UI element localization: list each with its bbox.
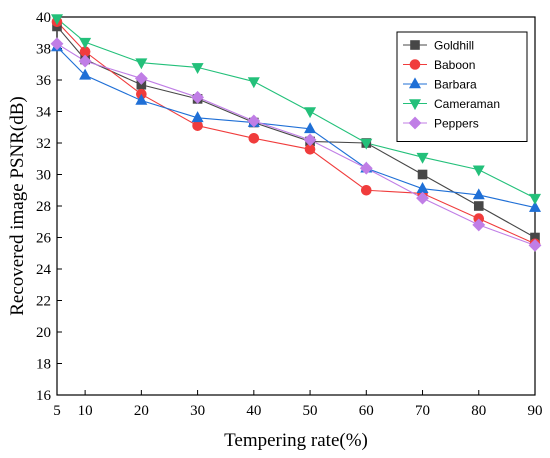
y-tick-label: 22 xyxy=(36,294,51,310)
data-point-peppers xyxy=(472,218,486,232)
legend-label: Peppers xyxy=(434,117,479,131)
legend-swatch-marker xyxy=(410,40,420,50)
x-tick-label: 30 xyxy=(190,403,205,419)
series-line-goldhill xyxy=(56,26,536,238)
y-tick-label: 28 xyxy=(36,199,51,215)
legend-label: Baboon xyxy=(434,58,475,72)
legend-swatch-marker xyxy=(408,77,422,89)
series-line-barbara xyxy=(56,46,536,209)
data-point-barbara xyxy=(191,111,204,123)
data-point-cameraman xyxy=(304,107,317,119)
y-tick-label: 30 xyxy=(36,168,51,184)
data-point-peppers xyxy=(78,54,92,68)
data-point-peppers xyxy=(50,37,64,51)
x-tick-label: 20 xyxy=(134,403,149,419)
data-point-barbara xyxy=(472,188,485,200)
legend-item-barbara: Barbara xyxy=(403,77,477,92)
series-markers xyxy=(50,14,542,252)
data-point-barbara xyxy=(304,122,317,134)
x-axis-label: Tempering rate(%) xyxy=(224,430,368,451)
data-point-baboon xyxy=(192,120,203,131)
x-tick-label: 50 xyxy=(303,403,318,419)
data-point-peppers xyxy=(134,72,148,85)
legend-label: Barbara xyxy=(434,78,477,92)
legend-label: Goldhill xyxy=(434,39,474,53)
data-point-cameraman xyxy=(360,138,373,150)
data-point-cameraman xyxy=(135,58,148,70)
legend-item-cameraman: Cameraman xyxy=(403,97,500,111)
data-point-cameraman xyxy=(191,63,204,75)
x-tick-label: 70 xyxy=(415,403,430,419)
data-point-goldhill xyxy=(473,201,484,211)
legend-item-baboon: Baboon xyxy=(403,58,475,72)
data-point-cameraman xyxy=(79,37,92,49)
legend-item-goldhill: Goldhill xyxy=(403,39,474,53)
y-tick-label: 32 xyxy=(36,136,51,152)
series-line-peppers xyxy=(56,43,536,246)
y-tick-label: 26 xyxy=(36,231,52,247)
legend: Goldhill Baboon Barbara Cameraman Peppers xyxy=(396,31,528,142)
legend-swatch-marker xyxy=(408,99,422,111)
legend-item-peppers: Peppers xyxy=(403,117,479,131)
data-point-barbara xyxy=(528,200,542,212)
x-tick-label: 60 xyxy=(359,403,374,419)
data-point-baboon xyxy=(360,184,372,196)
data-point-goldhill xyxy=(417,169,428,180)
data-point-cameraman xyxy=(247,77,260,89)
data-point-barbara xyxy=(135,93,148,105)
series-lines xyxy=(56,18,536,246)
x-tick-label: 40 xyxy=(246,403,261,419)
x-tick-label: 90 xyxy=(528,403,543,419)
data-point-peppers xyxy=(303,133,317,147)
y-tick-label: 18 xyxy=(36,357,51,373)
data-point-cameraman xyxy=(472,165,485,177)
data-point-peppers xyxy=(247,114,261,128)
y-tick-label: 24 xyxy=(36,262,52,278)
data-point-peppers xyxy=(528,238,542,252)
x-tick-label: 5 xyxy=(53,403,61,419)
data-point-peppers xyxy=(191,90,205,104)
y-tick-label: 38 xyxy=(36,42,51,58)
y-tick-label: 36 xyxy=(36,73,52,89)
data-point-peppers xyxy=(359,161,373,175)
y-axis-label: Recovered image PSNR(dB) xyxy=(7,96,28,316)
series-line-baboon xyxy=(56,21,536,245)
data-point-barbara xyxy=(79,68,92,80)
series-line-cameraman xyxy=(56,18,536,199)
axis-ticks: 5 10 20 30 40 50 60 70 80 90 16 18 20 22 24 26 28 30 32 34 3… xyxy=(36,10,543,419)
x-tick-label: 10 xyxy=(78,403,93,419)
legend-swatch-marker xyxy=(409,59,421,70)
data-point-cameraman xyxy=(528,193,542,205)
legend-swatch-marker xyxy=(408,116,422,130)
y-tick-label: 16 xyxy=(36,388,52,404)
y-tick-label: 40 xyxy=(36,10,51,26)
x-tick-label: 80 xyxy=(471,403,486,419)
data-point-cameraman xyxy=(50,14,64,26)
plot-area: 5 10 20 30 40 50 60 70 80 90 16 18 20 22 24 26 28 30 32 34 3… xyxy=(36,10,543,419)
y-tick-label: 34 xyxy=(36,105,52,121)
y-tick-label: 20 xyxy=(36,325,51,341)
data-point-cameraman xyxy=(416,152,429,164)
data-point-peppers xyxy=(416,191,429,205)
data-point-baboon xyxy=(248,132,260,144)
legend-label: Cameraman xyxy=(434,97,500,111)
